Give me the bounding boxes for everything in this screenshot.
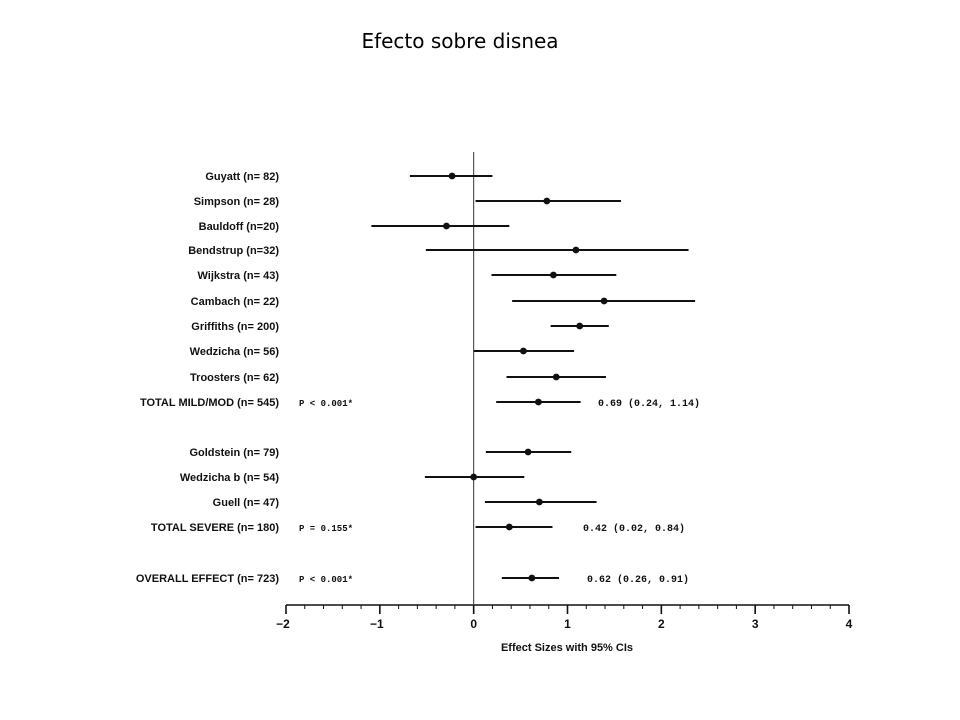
row-label: TOTAL SEVERE (n= 180)	[151, 522, 279, 534]
row-label: Simpson (n= 28)	[194, 196, 280, 208]
row-label: Wedzicha b (n= 54)	[180, 472, 279, 484]
slide-title: Efecto sobre disnea	[361, 29, 559, 53]
effect-point	[600, 297, 608, 305]
effect-point	[470, 473, 478, 481]
row-label: Wijkstra (n= 43)	[197, 270, 279, 282]
row-label: Bauldoff (n=20)	[199, 221, 280, 233]
effect-point	[528, 574, 536, 582]
row-label: Guyatt (n= 82)	[205, 171, 279, 183]
ci-text: 0.62 (0.26, 0.91)	[587, 574, 689, 586]
effect-point	[535, 498, 543, 506]
row-label: TOTAL MILD/MOD (n= 545)	[140, 397, 279, 409]
tick-label: 0	[470, 617, 477, 631]
row-label: Guell (n= 47)	[213, 497, 280, 509]
effect-point	[552, 373, 560, 381]
effect-point	[443, 222, 450, 230]
effect-point	[550, 271, 557, 279]
row-label: Goldstein (n= 79)	[189, 447, 279, 459]
row-label: Griffiths (n= 200)	[191, 321, 279, 333]
p-value: P < 0.001*	[299, 575, 353, 585]
effect-point	[448, 172, 456, 180]
row-label: Troosters (n= 62)	[190, 372, 279, 384]
p-value: P = 0.155*	[299, 524, 353, 534]
tick-label: 2	[658, 617, 665, 631]
tick-label: −2	[276, 617, 290, 631]
row-label: Cambach (n= 22)	[191, 296, 280, 308]
effect-point	[524, 448, 532, 456]
effect-point	[572, 246, 580, 254]
effect-point	[519, 347, 527, 355]
ci-text: 0.69 (0.24, 1.14)	[598, 398, 700, 410]
x-axis-title: Effect Sizes with 95% CIs	[501, 642, 633, 654]
ci-text: 0.42 (0.02, 0.84)	[583, 523, 685, 535]
effect-point	[535, 398, 542, 406]
p-value: P < 0.001*	[299, 399, 353, 409]
row-label: OVERALL EFFECT (n= 723)	[136, 573, 279, 585]
effect-point	[543, 197, 551, 205]
tick-label: −1	[370, 617, 384, 631]
tick-label: 4	[846, 617, 853, 631]
tick-label: 3	[752, 617, 759, 631]
row-label: Bendstrup (n=32)	[188, 245, 279, 257]
row-label: Wedzicha (n= 56)	[190, 346, 280, 358]
tick-label: 1	[564, 617, 571, 631]
effect-point	[505, 523, 513, 531]
effect-point	[576, 322, 584, 330]
